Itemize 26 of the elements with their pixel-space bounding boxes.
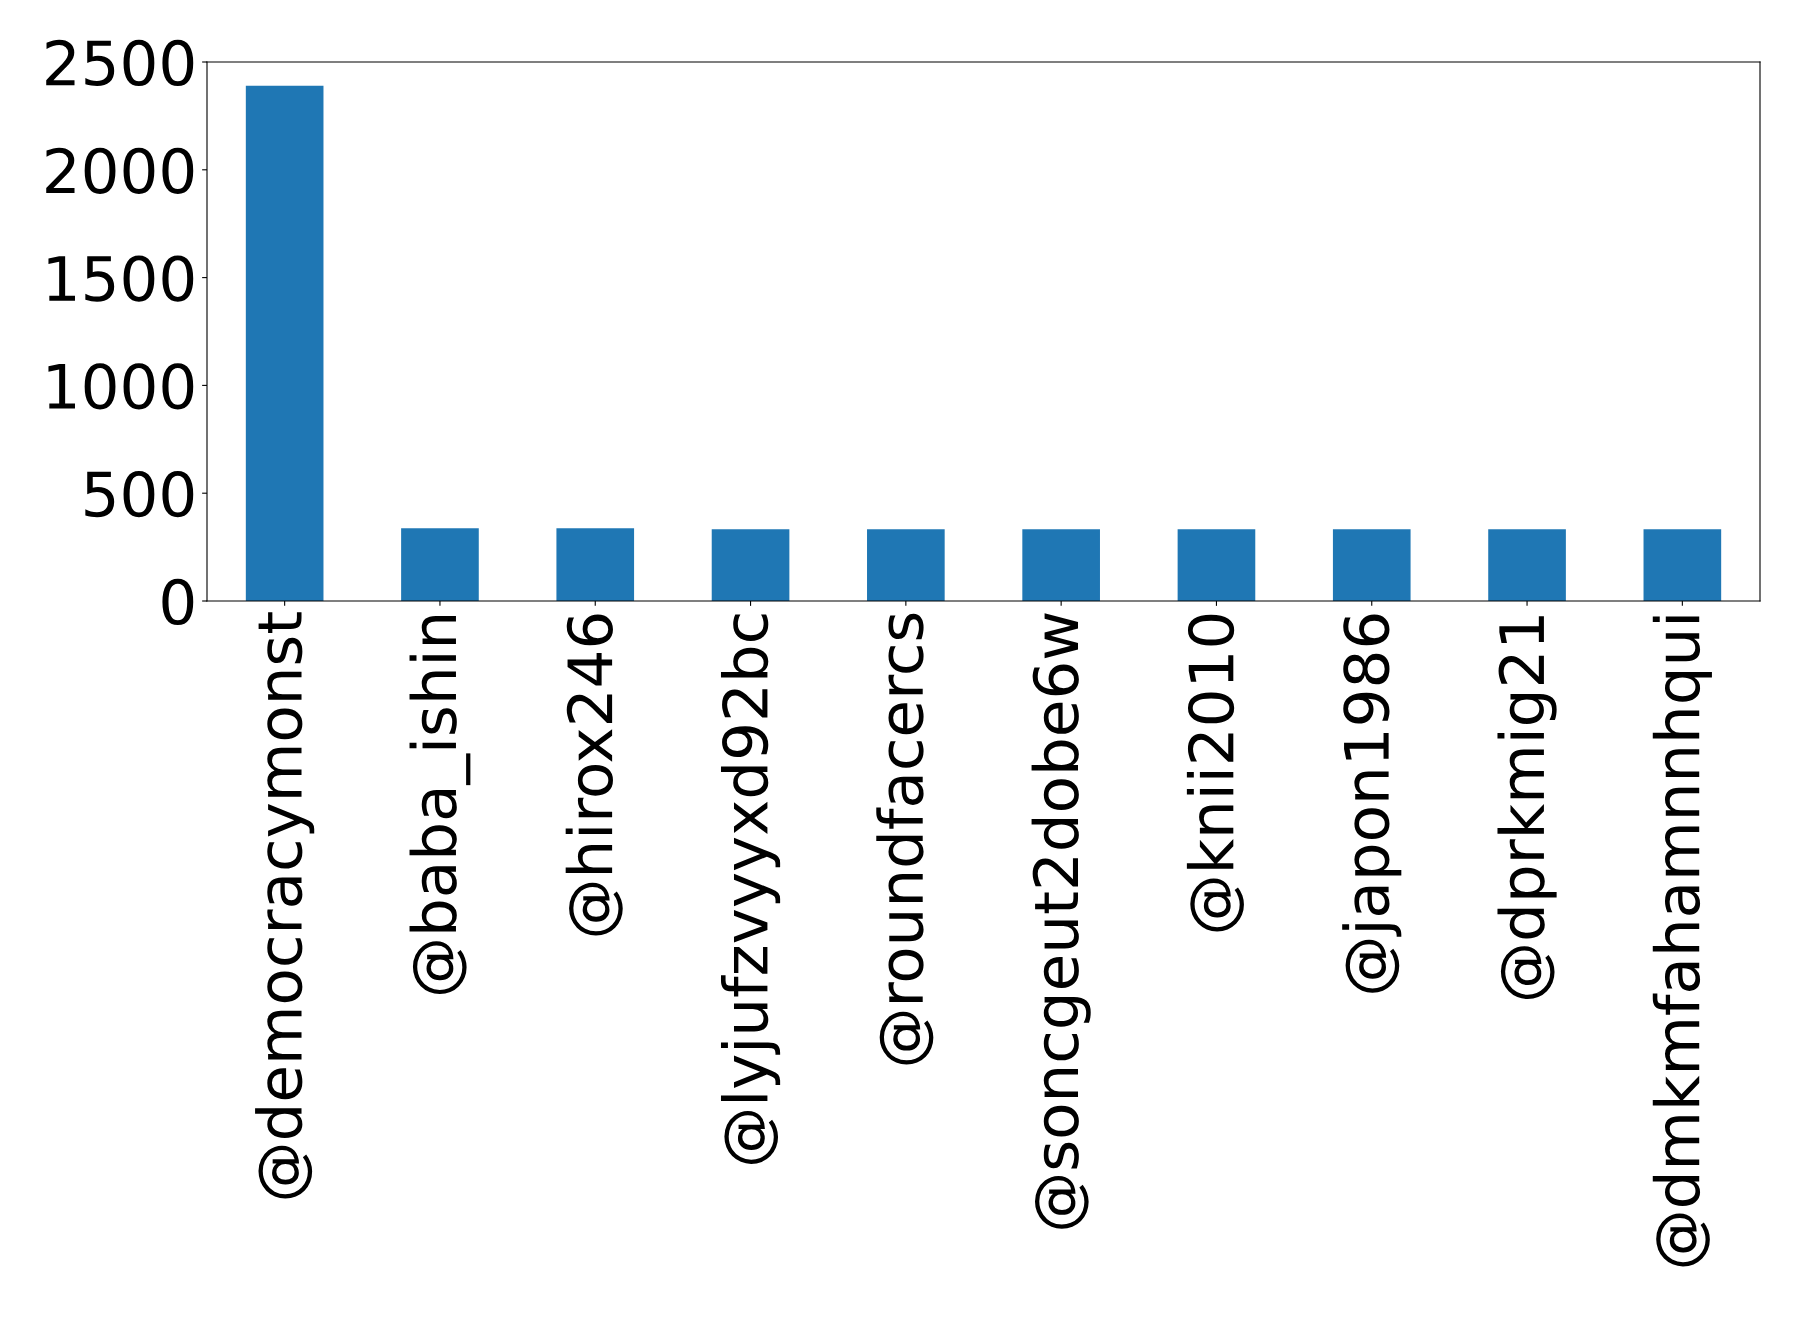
x-tick-label: @hirox246 bbox=[565, 614, 623, 936]
x-tick-label: @roundfacercs bbox=[876, 613, 934, 1065]
x-tick-label: @soncgeut2dobe6w bbox=[1031, 613, 1091, 1229]
bar bbox=[1488, 529, 1566, 601]
bar bbox=[556, 528, 635, 601]
bar bbox=[1022, 529, 1100, 601]
x-tick-label: @japon1986 bbox=[1342, 614, 1402, 993]
bar bbox=[711, 529, 790, 601]
x-tick-label: @knii2010 bbox=[1186, 614, 1244, 932]
bar bbox=[401, 528, 479, 601]
y-tick-label: 1500 bbox=[48, 255, 194, 302]
x-tick-label: @democracymonst bbox=[255, 612, 315, 1199]
x-tick-label: @baba_ishin bbox=[409, 615, 471, 995]
bar bbox=[1177, 529, 1256, 601]
bar bbox=[867, 529, 945, 601]
y-tick-label: 500 bbox=[85, 471, 194, 518]
y-tick-label: 0 bbox=[162, 578, 194, 626]
x-tick-label: @dmkmfahamnnhqui bbox=[1652, 616, 1712, 1267]
y-tick-label: 2000 bbox=[46, 147, 194, 194]
y-tick-label: 1000 bbox=[48, 363, 194, 410]
x-tick-label: @lyjufzvyyxd92bc bbox=[720, 614, 781, 1164]
bar bbox=[1643, 529, 1722, 601]
y-tick-label: 2500 bbox=[46, 39, 194, 87]
bar bbox=[245, 85, 324, 601]
bar bbox=[1332, 529, 1411, 601]
x-tick-label: @dprkmig21 bbox=[1497, 616, 1557, 999]
